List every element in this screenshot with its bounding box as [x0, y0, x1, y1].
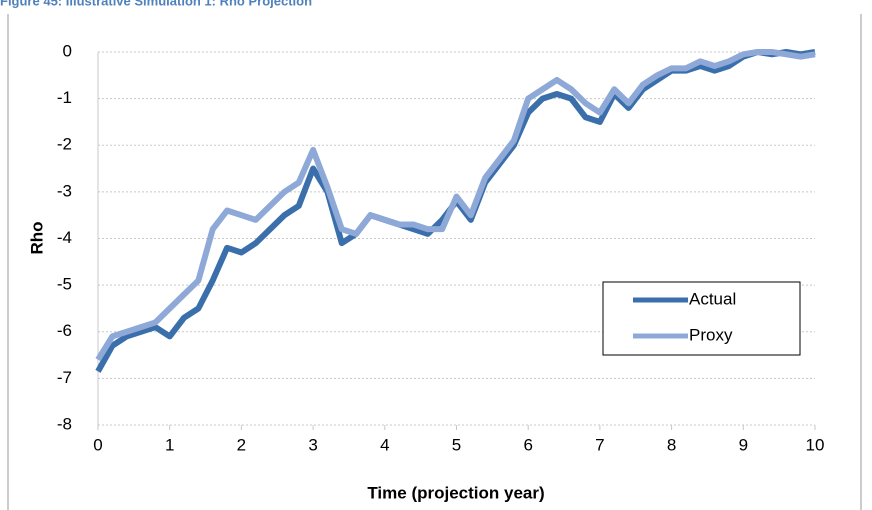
series-line [95, 49, 816, 362]
legend-label: Proxy [689, 325, 733, 344]
x-tick-label: 9 [739, 435, 748, 454]
x-tick-label: 7 [595, 435, 604, 454]
y-tick-label: 0 [63, 41, 72, 60]
x-tick-label: 3 [308, 435, 317, 454]
y-tick-label: -6 [57, 321, 72, 340]
y-tick-label: -7 [57, 368, 72, 387]
y-axis-title: Rho [27, 221, 46, 254]
x-tick-label: 8 [667, 435, 676, 454]
x-tick-label: 4 [380, 435, 389, 454]
x-tick-label: 1 [165, 435, 174, 454]
x-tick-label: 0 [93, 435, 102, 454]
y-tick-label: -2 [57, 135, 72, 154]
y-tick-label: -1 [57, 88, 72, 107]
y-tick-label: -4 [57, 228, 72, 247]
chart-title: Figure 45: Illustrative Simulation 1: Rh… [0, 0, 312, 8]
x-tick-label: 2 [237, 435, 246, 454]
x-tick-label: 6 [523, 435, 532, 454]
x-axis-title: Time (projection year) [367, 483, 544, 502]
legend-label: Actual [689, 289, 736, 308]
x-tick-label: 10 [806, 435, 825, 454]
y-tick-label: -3 [57, 181, 72, 200]
y-tick-label: -8 [57, 414, 72, 433]
y-tick-label: -5 [57, 275, 72, 294]
x-tick-label: 5 [452, 435, 461, 454]
legend-box [602, 281, 801, 356]
